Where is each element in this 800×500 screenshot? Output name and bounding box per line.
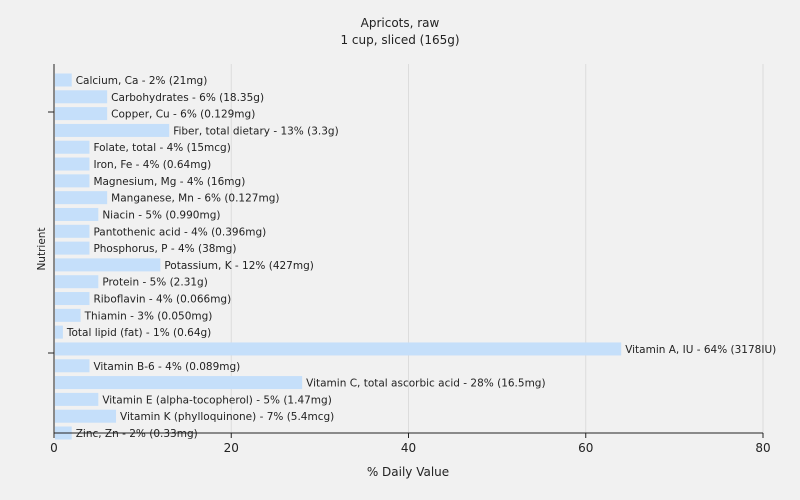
bar-label: Pantothenic acid - 4% (0.396mg) bbox=[93, 226, 266, 238]
bar bbox=[55, 359, 90, 373]
bar-label: Magnesium, Mg - 4% (16mg) bbox=[93, 176, 245, 188]
bar-label: Niacin - 5% (0.990mg) bbox=[102, 209, 220, 221]
bar bbox=[55, 258, 161, 272]
bar bbox=[55, 191, 108, 205]
x-axis-label: % Daily Value bbox=[367, 465, 449, 479]
bar-label: Riboflavin - 4% (0.066mg) bbox=[93, 294, 231, 306]
bar-label: Carbohydrates - 6% (18.35g) bbox=[111, 92, 264, 104]
x-tick-label: 20 bbox=[224, 441, 239, 455]
bar-label: Fiber, total dietary - 13% (3.3g) bbox=[173, 125, 338, 137]
bar-label: Vitamin A, IU - 64% (3178IU) bbox=[625, 344, 776, 356]
bar-label: Copper, Cu - 6% (0.129mg) bbox=[111, 109, 255, 121]
bar bbox=[55, 140, 90, 154]
bar-label: Vitamin C, total ascorbic acid - 28% (16… bbox=[306, 378, 545, 390]
bar bbox=[55, 207, 99, 221]
bars: Calcium, Ca - 2% (21mg) Carbohydrates - 6… bbox=[55, 73, 776, 440]
chart-title: Apricots, raw bbox=[361, 16, 440, 30]
bar bbox=[55, 292, 90, 306]
bar-label: Zinc, Zn - 2% (0.33mg) bbox=[76, 428, 198, 440]
bar bbox=[55, 308, 81, 322]
bar bbox=[55, 409, 117, 423]
bar-label: Folate, total - 4% (15mcg) bbox=[93, 142, 230, 154]
bar bbox=[55, 392, 99, 406]
bar bbox=[55, 325, 63, 339]
bar-label: Iron, Fe - 4% (0.64mg) bbox=[93, 159, 211, 171]
bar bbox=[55, 90, 108, 104]
bar bbox=[55, 241, 90, 255]
bar bbox=[55, 376, 303, 390]
grid-lines bbox=[230, 64, 764, 433]
x-tick-label: 40 bbox=[401, 441, 416, 455]
bar bbox=[55, 174, 90, 188]
bar bbox=[55, 107, 108, 121]
bar-label: Potassium, K - 12% (427mg) bbox=[164, 260, 314, 272]
bar-label: Protein - 5% (2.31g) bbox=[102, 277, 208, 289]
bar bbox=[55, 224, 90, 238]
bar-label: Calcium, Ca - 2% (21mg) bbox=[76, 75, 208, 87]
bar bbox=[55, 73, 72, 87]
x-tick-label: 80 bbox=[755, 441, 770, 455]
bar-label: Thiamin - 3% (0.050mg) bbox=[84, 310, 213, 322]
bar-label: Total lipid (fat) - 1% (0.64g) bbox=[66, 327, 211, 339]
x-tick-label: 0 bbox=[50, 441, 58, 455]
bar-label: Phosphorus, P - 4% (38mg) bbox=[93, 243, 236, 255]
bar bbox=[55, 157, 90, 171]
bar-label: Vitamin E (alpha-tocopherol) - 5% (1.47m… bbox=[102, 394, 332, 406]
bar bbox=[55, 275, 99, 289]
bar-label: Manganese, Mn - 6% (0.127mg) bbox=[111, 193, 279, 205]
bar bbox=[55, 342, 622, 356]
x-tick-label: 60 bbox=[578, 441, 593, 455]
bar-label: Vitamin K (phylloquinone) - 7% (5.4mcg) bbox=[120, 411, 334, 423]
bar bbox=[55, 123, 170, 137]
bar-label: Vitamin B-6 - 4% (0.089mg) bbox=[93, 361, 240, 373]
y-axis-label: Nutrient bbox=[36, 227, 48, 270]
chart-subtitle: 1 cup, sliced (165g) bbox=[340, 33, 459, 47]
axes: 0 20 40 60 80 bbox=[48, 64, 771, 455]
